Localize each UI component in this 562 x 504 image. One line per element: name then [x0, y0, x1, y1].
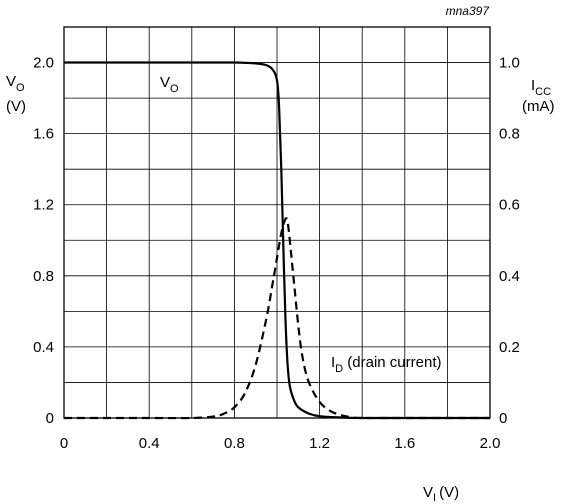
- y-right-tick-label: 0.2: [499, 339, 520, 356]
- x-tick-label: 1.2: [309, 435, 330, 452]
- y-left-tick-label: 0.4: [33, 339, 54, 356]
- plot-frame: [63, 26, 491, 419]
- grid: [64, 27, 490, 418]
- series-line-vo: [63, 61, 490, 420]
- x-tick-label: 1.6: [394, 435, 415, 452]
- y-left-tick-label: 2.0: [33, 55, 54, 72]
- y-left-tick-label: 0: [46, 410, 54, 427]
- series-label-id: ID (drain current): [331, 354, 442, 375]
- y-right-axis-label: ICC: [531, 77, 551, 98]
- x-tick-label: 0: [60, 435, 68, 452]
- y-right-axis-unit: (mA): [522, 98, 555, 115]
- x-tick-labels: 0 0.4 0.8 1.2 1.6 2.0: [60, 435, 501, 452]
- y-left-axis-unit: (V): [6, 98, 26, 115]
- y-right-tick-label: 0.6: [499, 197, 520, 214]
- x-tick-label: 0.8: [224, 435, 245, 452]
- series-group: [63, 61, 490, 420]
- y-left-axis-label: VO: [6, 73, 25, 94]
- figure-code: mna397: [446, 4, 491, 18]
- x-tick-label: 2.0: [480, 435, 501, 452]
- y-right-tick-label: 1.0: [499, 55, 520, 72]
- y-right-tick-label: 0: [499, 410, 507, 427]
- x-axis-label: VI (V): [423, 484, 459, 504]
- y-right-tick-labels: 0 0.2 0.4 0.6 0.8 1.0: [499, 55, 520, 427]
- series-label-vo: VO: [160, 74, 179, 95]
- y-left-tick-labels: 0 0.4 0.8 1.2 1.6 2.0: [33, 55, 54, 427]
- series-line-id: [64, 217, 490, 420]
- y-left-tick-label: 1.2: [33, 197, 54, 214]
- y-right-tick-label: 0.4: [499, 268, 520, 285]
- y-right-tick-label: 0.8: [499, 126, 520, 143]
- y-left-tick-label: 1.6: [33, 126, 54, 143]
- x-tick-label: 0.4: [139, 435, 160, 452]
- y-left-tick-label: 0.8: [33, 268, 54, 285]
